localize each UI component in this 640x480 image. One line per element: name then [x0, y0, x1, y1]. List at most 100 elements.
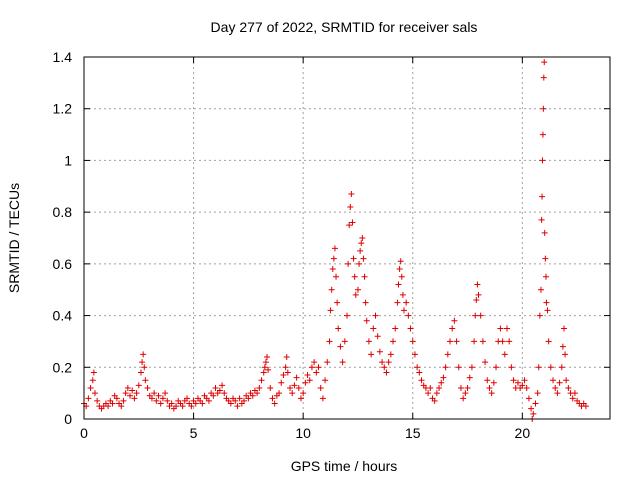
- data-point: [135, 382, 142, 389]
- data-point: [164, 397, 171, 404]
- data-point: [184, 395, 191, 402]
- data-point: [232, 397, 239, 404]
- data-point: [523, 384, 530, 391]
- data-point: [442, 364, 449, 371]
- data-point: [409, 338, 416, 345]
- data-point: [468, 364, 475, 371]
- data-point: [256, 384, 263, 391]
- x-tick-label: 20: [515, 425, 531, 441]
- data-point: [139, 359, 146, 366]
- chart-title: Day 277 of 2022, SRMTID for receiver sal…: [211, 19, 478, 35]
- data-point: [216, 387, 223, 394]
- data-point: [141, 364, 148, 371]
- data-point: [493, 364, 500, 371]
- data-point: [416, 369, 423, 376]
- data-point: [556, 379, 563, 386]
- data-point: [148, 395, 155, 402]
- data-point: [127, 392, 134, 399]
- data-point: [300, 390, 307, 397]
- data-point: [506, 338, 513, 345]
- data-point: [540, 74, 547, 81]
- data-point: [240, 397, 247, 404]
- data-point: [212, 384, 219, 391]
- data-point: [501, 351, 508, 358]
- data-point: [157, 400, 164, 407]
- data-point: [482, 359, 489, 366]
- data-point: [137, 369, 144, 376]
- data-point: [530, 410, 537, 417]
- data-point: [539, 131, 546, 138]
- data-point: [362, 299, 369, 306]
- data-point: [464, 384, 471, 391]
- data-point: [144, 384, 151, 391]
- data-point: [295, 384, 302, 391]
- data-point: [319, 395, 326, 402]
- data-point: [582, 403, 589, 410]
- data-point: [474, 281, 481, 288]
- data-point: [346, 222, 353, 229]
- data-point: [519, 382, 526, 389]
- data-point: [162, 390, 169, 397]
- data-point: [571, 390, 578, 397]
- data-point: [358, 240, 365, 247]
- data-point: [254, 390, 261, 397]
- data-point: [344, 312, 350, 319]
- data-point: [397, 258, 404, 265]
- data-point: [540, 105, 547, 112]
- data-point: [453, 338, 460, 345]
- data-point: [539, 157, 546, 164]
- data-point: [315, 364, 322, 371]
- data-point: [349, 219, 356, 226]
- data-point: [381, 364, 388, 371]
- data-point: [91, 390, 98, 397]
- x-tick-label: 5: [190, 425, 198, 441]
- data-point: [447, 338, 454, 345]
- data-point: [120, 397, 127, 404]
- data-point: [331, 245, 338, 252]
- data-point: [348, 191, 355, 198]
- data-point: [306, 377, 313, 384]
- data-point: [287, 384, 294, 391]
- data-point: [326, 338, 333, 345]
- x-tick-label: 15: [405, 425, 421, 441]
- data-point: [440, 374, 447, 381]
- data-point: [173, 403, 180, 410]
- data-point: [304, 372, 311, 379]
- data-point: [543, 273, 550, 280]
- data-point: [372, 312, 379, 319]
- y-tick-label: 1: [64, 152, 72, 168]
- data-point: [431, 397, 438, 404]
- data-point: [262, 359, 269, 366]
- data-point: [105, 403, 112, 410]
- ticks: 0 5 10 15 20 0 0.2 0.4 0.6 0.8 1 1.2 1.4: [53, 49, 610, 441]
- data-point: [486, 384, 493, 391]
- data-point: [385, 359, 392, 366]
- data-point: [289, 390, 296, 397]
- data-point: [283, 353, 290, 360]
- y-tick-label: 0.6: [53, 256, 73, 272]
- data-point: [341, 338, 348, 345]
- data-point: [436, 384, 443, 391]
- data-point: [514, 379, 521, 386]
- data-point: [473, 297, 480, 304]
- x-axis-label: GPS time / hours: [291, 458, 398, 474]
- data-point: [536, 312, 543, 319]
- data-point: [278, 379, 285, 386]
- data-point: [411, 351, 418, 358]
- data-point: [379, 359, 386, 366]
- data-point: [291, 382, 298, 389]
- data-point: [455, 364, 462, 371]
- data-point: [351, 273, 358, 280]
- data-point: [221, 390, 228, 397]
- y-tick-label: 1.2: [53, 101, 73, 117]
- data-point: [479, 338, 486, 345]
- data-point: [264, 353, 271, 360]
- data-point: [508, 364, 515, 371]
- data-point: [140, 351, 147, 358]
- data-point: [537, 286, 544, 293]
- data-point: [563, 377, 570, 384]
- data-point: [569, 395, 576, 402]
- data-point: [350, 255, 357, 262]
- data-point: [352, 291, 359, 298]
- data-point: [497, 325, 504, 332]
